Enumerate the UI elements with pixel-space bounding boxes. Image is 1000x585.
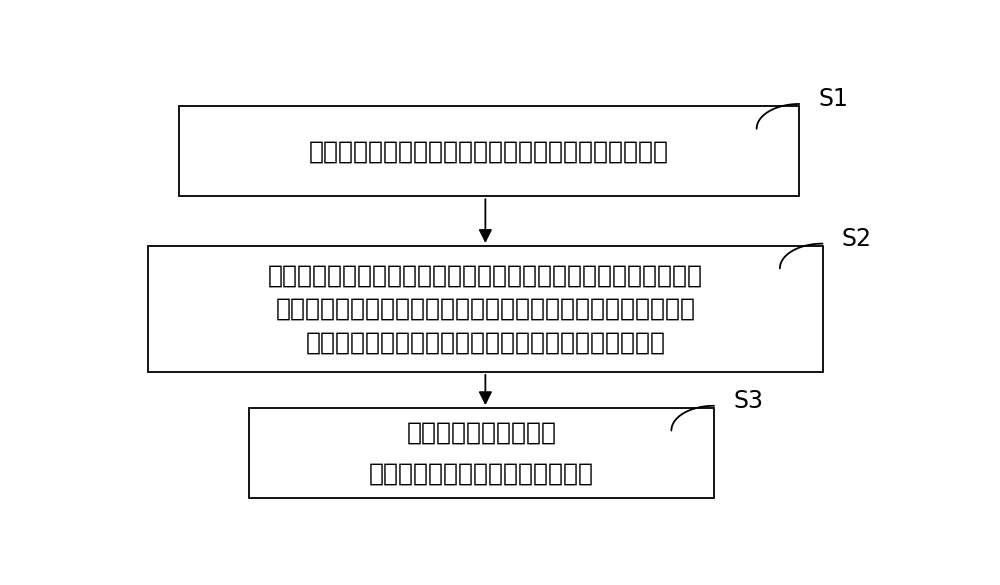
FancyBboxPatch shape	[179, 106, 799, 197]
Text: 控制门体加速至第一预设速度并以第一预设速度运行；: 控制门体加速至第一预设速度并以第一预设速度运行；	[309, 139, 669, 163]
Text: 在门体转至整个开门行程的第一预设位置或整个关门行程的第二预: 在门体转至整个开门行程的第一预设位置或整个关门行程的第二预	[268, 263, 703, 287]
Text: 在门体进入完全打开或: 在门体进入完全打开或	[406, 421, 556, 445]
Text: 关闭状态时，控制门体减速至零。: 关闭状态时，控制门体减速至零。	[369, 462, 594, 486]
Text: 设位置时控制门体减速至第二预设速度并以第二预设速度运行，: 设位置时控制门体减速至第二预设速度并以第二预设速度运行，	[275, 297, 695, 321]
Text: S1: S1	[819, 88, 848, 112]
Text: S2: S2	[842, 227, 872, 251]
FancyBboxPatch shape	[148, 246, 822, 372]
FancyBboxPatch shape	[249, 408, 714, 498]
Text: S3: S3	[733, 389, 763, 413]
Text: 其中，第二预设速度的大小小于第一预设速度的大小；: 其中，第二预设速度的大小小于第一预设速度的大小；	[305, 331, 665, 355]
